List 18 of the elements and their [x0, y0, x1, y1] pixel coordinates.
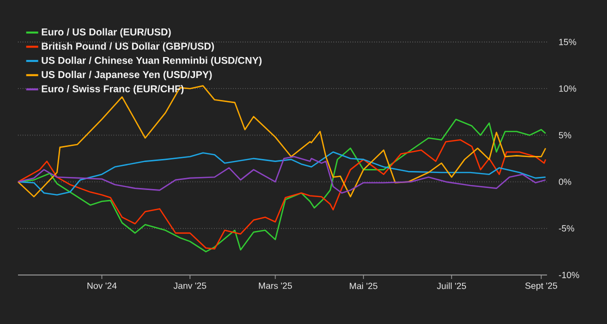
x-tick-label: Sept '25 — [525, 282, 558, 291]
x-tick-label: Mai '25 — [350, 282, 378, 290]
y-tick-label: 10% — [559, 85, 576, 92]
legend-label: US Dollar / Japanese Yen (USD/JPY) — [42, 70, 212, 80]
y-tick-label: 15% — [559, 38, 576, 46]
line-series — [17, 139, 546, 250]
y-tick-label: -10% — [558, 272, 580, 278]
line-series — [17, 85, 546, 198]
y-tick-label: 0% — [558, 178, 572, 185]
x-tick-label: Janv '25 — [174, 282, 206, 289]
legend-label: British Pound / US Dollar (GBP/USD) — [42, 42, 214, 52]
legend-label: US Dollar / Chinese Yuan Renminbi (USD/CNY) — [42, 56, 262, 66]
x-tick-label: Nov '24 — [88, 282, 117, 289]
x-tick-label: Juill '25 — [436, 282, 466, 290]
x-tick-label: Mars '25 — [258, 282, 292, 289]
legend-label: Euro / US Dollar (EUR/USD) — [42, 28, 171, 38]
y-tick-label: 5% — [558, 132, 572, 138]
y-tick-label: -5% — [558, 225, 574, 232]
